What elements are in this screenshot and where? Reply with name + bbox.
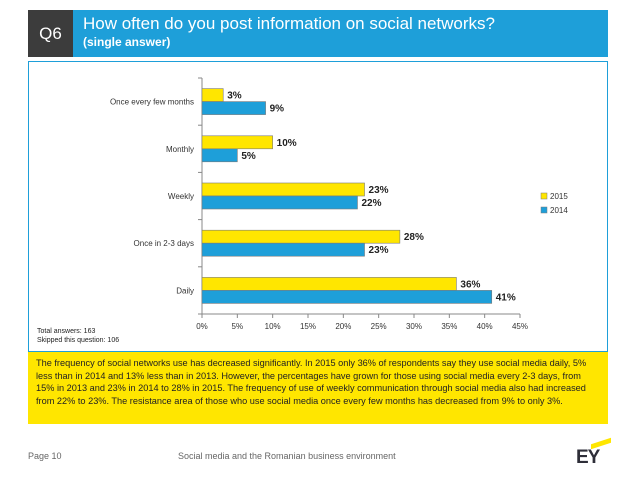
bar-chart: 0% 5% 10% 15% 20% 25% 30% 35% 40% 45% Once every f… bbox=[110, 77, 568, 331]
bar-2014 bbox=[201, 148, 238, 163]
x-tick-label: 25% bbox=[371, 322, 387, 331]
data-label-2014: 23% bbox=[369, 245, 389, 256]
data-label-2014: 5% bbox=[241, 151, 256, 162]
category-label: Monthly bbox=[166, 145, 194, 154]
legend-label-2014: 2014 bbox=[550, 206, 568, 215]
data-label-2015: 23% bbox=[369, 185, 389, 196]
x-tick-label: 30% bbox=[406, 322, 422, 331]
bar-2015 bbox=[201, 277, 457, 291]
data-label-2014: 22% bbox=[361, 198, 381, 209]
x-tick-label: 10% bbox=[265, 322, 281, 331]
category-label: Once in 2-3 days bbox=[134, 239, 194, 248]
ey-logo: EY bbox=[576, 437, 612, 468]
title-box: How often do you post information on soc… bbox=[73, 10, 608, 57]
legend-swatch-2015 bbox=[540, 192, 548, 200]
x-tick-label: 20% bbox=[335, 322, 351, 331]
legend-label-2015: 2015 bbox=[550, 192, 568, 201]
summary-box: The frequency of social networks use has… bbox=[28, 352, 608, 424]
x-tick-label: 5% bbox=[232, 322, 244, 331]
data-label-2014: 41% bbox=[496, 292, 516, 303]
chart-frame: 0% 5% 10% 15% 20% 25% 30% 35% 40% 45% Once every f… bbox=[28, 61, 608, 352]
bar-2015 bbox=[201, 182, 365, 197]
bar-2015 bbox=[201, 88, 224, 102]
data-label-2015: 36% bbox=[460, 279, 480, 290]
bar-2014 bbox=[201, 195, 358, 210]
data-label-2015: 10% bbox=[277, 138, 297, 149]
bar-2014 bbox=[201, 101, 266, 115]
question-number-badge: Q6 bbox=[28, 10, 73, 57]
page-title: How often do you post information on soc… bbox=[83, 14, 496, 33]
slide-header: Q6 How often do you post information on … bbox=[28, 10, 608, 57]
bar-2015 bbox=[201, 135, 273, 150]
data-label-2015: 3% bbox=[227, 91, 242, 102]
x-tick-label: 15% bbox=[300, 322, 316, 331]
data-label-2015: 28% bbox=[404, 232, 424, 243]
skipped-note: Skipped this question: 106 bbox=[37, 337, 120, 344]
x-tick-label: 35% bbox=[441, 322, 457, 331]
bar-2014 bbox=[201, 290, 493, 304]
x-tick-label: 45% bbox=[512, 322, 528, 331]
x-tick-label: 40% bbox=[477, 322, 493, 331]
page-subtitle: (single answer) bbox=[83, 35, 171, 49]
data-label-2014: 9% bbox=[270, 104, 285, 115]
category-label: Daily bbox=[176, 286, 194, 295]
bar-2015 bbox=[201, 229, 401, 244]
total-answers-note: Total answers: 163 bbox=[37, 328, 96, 335]
bar-2014 bbox=[201, 242, 365, 257]
ey-logo-text: EY bbox=[576, 447, 600, 468]
x-tick-label: 0% bbox=[196, 322, 208, 331]
category-label: Weekly bbox=[168, 192, 194, 201]
page-number: Page 10 bbox=[28, 451, 62, 461]
legend-swatch-2014 bbox=[540, 206, 548, 214]
footer-caption: Social media and the Romanian business e… bbox=[178, 451, 396, 461]
chart-notes: Total answers: 163 Skipped this question… bbox=[37, 327, 119, 345]
category-label: Once every few months bbox=[110, 98, 194, 107]
